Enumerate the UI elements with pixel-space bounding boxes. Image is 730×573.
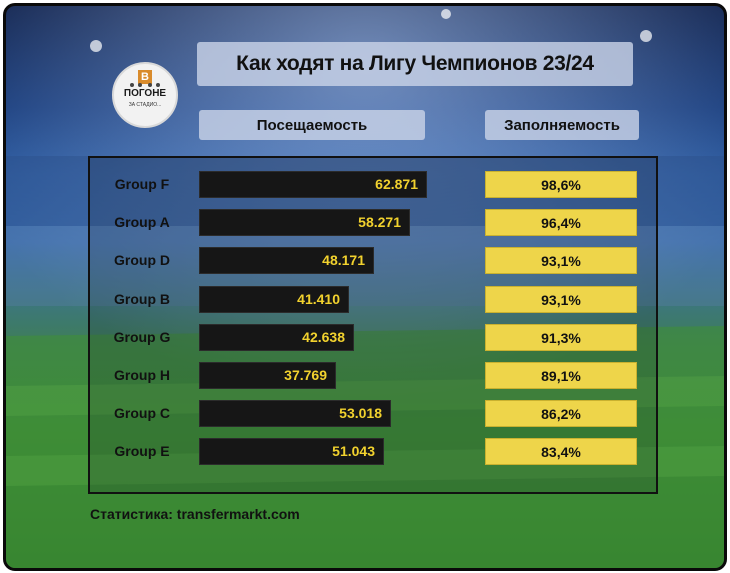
fill-rate-value: 91,3% (485, 324, 637, 351)
group-label: Group D (114, 252, 170, 268)
attendance-value-label: 37.769 (284, 367, 327, 383)
attendance-value-label: 41.410 (297, 291, 340, 307)
attendance-bar: 62.871 (199, 171, 427, 198)
group-label: Group C (114, 405, 170, 421)
group-label: Group H (114, 367, 170, 383)
group-label: Group G (113, 329, 171, 345)
source-footer: Статистика: transfermarkt.com (90, 506, 300, 522)
title-banner: Как ходят на Лигу Чемпионов 23/24 (197, 42, 633, 86)
fill-rate-value: 93,1% (485, 286, 637, 313)
attendance-header: Посещаемость (199, 110, 425, 140)
attendance-bar: 53.018 (199, 400, 391, 427)
fill-rate-header: Заполняемость (485, 110, 639, 140)
logo-letter-badge: В (138, 70, 152, 84)
attendance-bar: 41.410 (199, 286, 349, 313)
logo-wheels-icon (130, 83, 160, 87)
fill-rate-value: 83,4% (485, 438, 637, 465)
chart-title: Как ходят на Лигу Чемпионов 23/24 (236, 52, 594, 75)
group-label: Group F (114, 176, 170, 192)
attendance-value-label: 42.638 (302, 329, 345, 345)
fill-rate-value: 93,1% (485, 247, 637, 274)
attendance-bar: 51.043 (199, 438, 384, 465)
attendance-bar: 37.769 (199, 362, 336, 389)
attendance-value-label: 48.171 (322, 252, 365, 268)
fill-rate-value: 86,2% (485, 400, 637, 427)
group-label: Group A (114, 214, 170, 230)
fill-rate-value: 98,6% (485, 171, 637, 198)
logo-tagline: ЗА СТАДИО... (128, 102, 162, 108)
fill-rate-value: 89,1% (485, 362, 637, 389)
group-label: Group B (114, 291, 170, 307)
attendance-bar: 48.171 (199, 247, 374, 274)
logo-wordmark: ПОГОНЕ (123, 88, 167, 99)
attendance-bar: 42.638 (199, 324, 354, 351)
attendance-bar: 58.271 (199, 209, 410, 236)
attendance-value-label: 62.871 (375, 176, 418, 192)
group-label: Group E (114, 443, 170, 459)
attendance-value-label: 53.018 (339, 405, 382, 421)
attendance-value-label: 51.043 (332, 443, 375, 459)
fill-rate-value: 96,4% (485, 209, 637, 236)
attendance-value-label: 58.271 (358, 214, 401, 230)
pogone-logo: В ПОГОНЕ ЗА СТАДИО... (112, 62, 178, 128)
